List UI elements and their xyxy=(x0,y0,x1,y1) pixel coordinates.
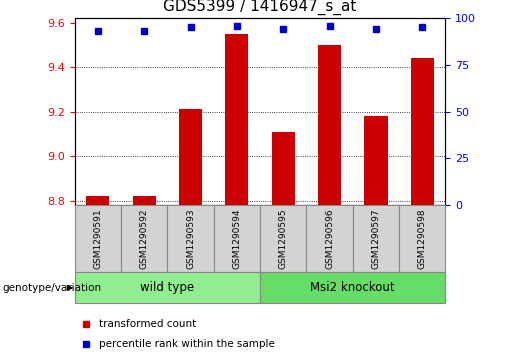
Text: wild type: wild type xyxy=(140,281,195,294)
Bar xyxy=(133,196,156,205)
Bar xyxy=(410,58,434,205)
Text: GSM1290596: GSM1290596 xyxy=(325,208,334,269)
Text: GSM1290597: GSM1290597 xyxy=(371,208,381,269)
Text: GSM1290595: GSM1290595 xyxy=(279,208,288,269)
Text: GSM1290592: GSM1290592 xyxy=(140,208,149,269)
Bar xyxy=(353,205,399,272)
Bar xyxy=(167,205,214,272)
Text: transformed count: transformed count xyxy=(99,319,196,329)
Text: GSM1290591: GSM1290591 xyxy=(93,208,102,269)
Bar xyxy=(306,205,353,272)
Bar xyxy=(75,272,260,303)
Bar xyxy=(260,205,306,272)
Text: GSM1290593: GSM1290593 xyxy=(186,208,195,269)
Bar xyxy=(364,116,387,205)
Text: Msi2 knockout: Msi2 knockout xyxy=(311,281,395,294)
Bar xyxy=(318,45,341,205)
Text: GSM1290594: GSM1290594 xyxy=(232,208,242,269)
Bar xyxy=(75,205,121,272)
Text: percentile rank within the sample: percentile rank within the sample xyxy=(99,339,274,348)
Bar xyxy=(86,196,109,205)
Bar xyxy=(179,109,202,205)
Bar xyxy=(121,205,167,272)
Text: genotype/variation: genotype/variation xyxy=(3,283,101,293)
Bar xyxy=(226,34,248,205)
Bar xyxy=(399,205,445,272)
Bar xyxy=(214,205,260,272)
Bar xyxy=(272,132,295,205)
Bar xyxy=(260,272,445,303)
Title: GDS5399 / 1416947_s_at: GDS5399 / 1416947_s_at xyxy=(163,0,357,15)
Text: GSM1290598: GSM1290598 xyxy=(418,208,427,269)
